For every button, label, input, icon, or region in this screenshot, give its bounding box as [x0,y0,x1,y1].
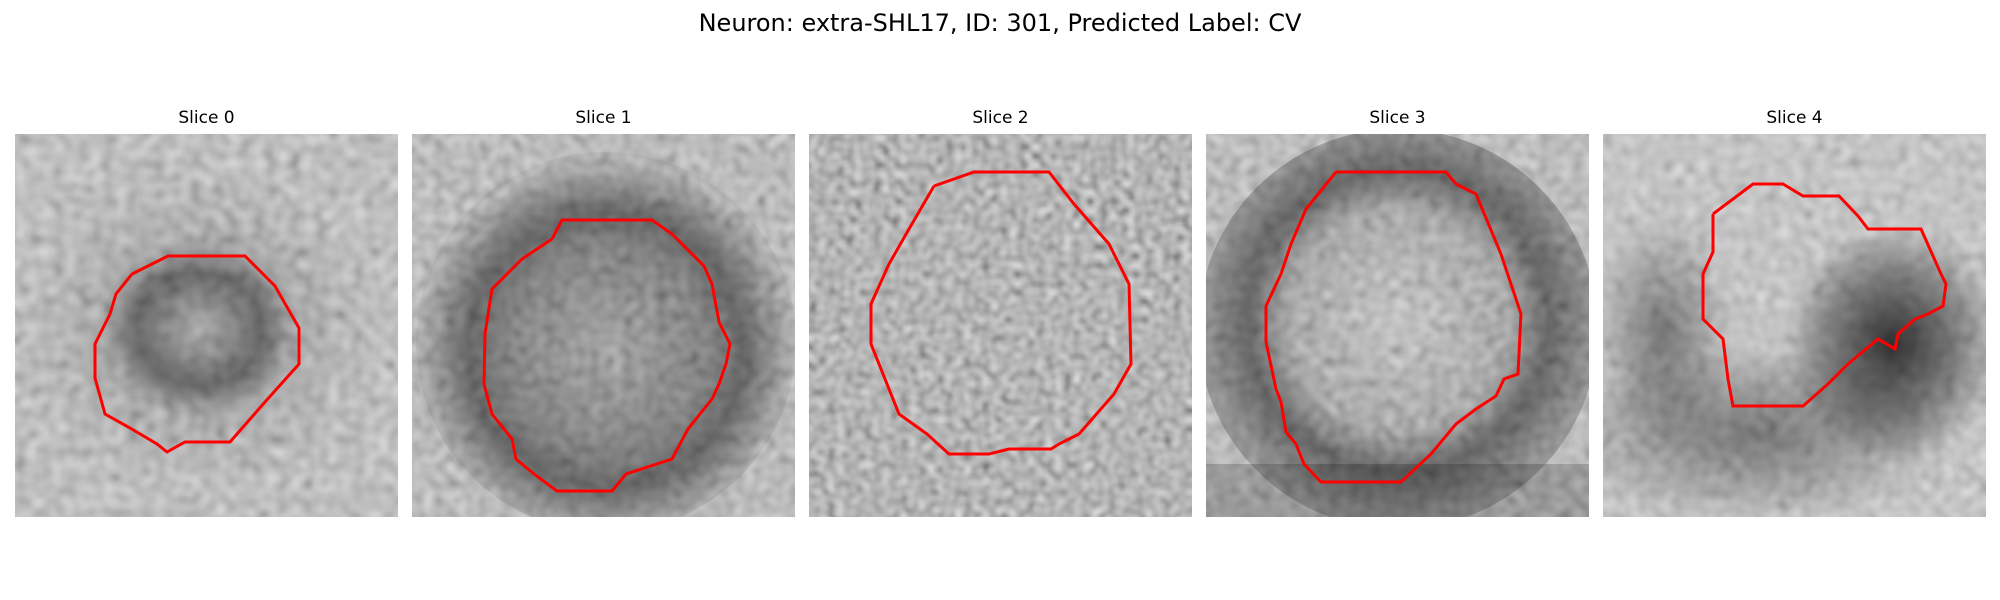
contour-outline [1264,170,1523,484]
slice-image-3 [1206,134,1589,517]
slice-title-2: Slice 2 [972,108,1029,128]
slice-image-0 [15,134,398,517]
slice-image-1 [412,134,795,517]
contour-outline [93,254,301,454]
contour-outline [869,170,1133,456]
slice-title-3: Slice 3 [1369,108,1426,128]
slice-image-4 [1603,134,1986,517]
contour-outline [482,218,732,493]
figure-title: Neuron: extra-SHL17, ID: 301, Predicted … [698,9,1302,37]
slice-image-2 [809,134,1192,517]
contour-outline [1701,182,1948,408]
slice-title-1: Slice 1 [575,108,632,128]
slice-title-4: Slice 4 [1766,108,1823,128]
slice-title-0: Slice 0 [178,108,235,128]
